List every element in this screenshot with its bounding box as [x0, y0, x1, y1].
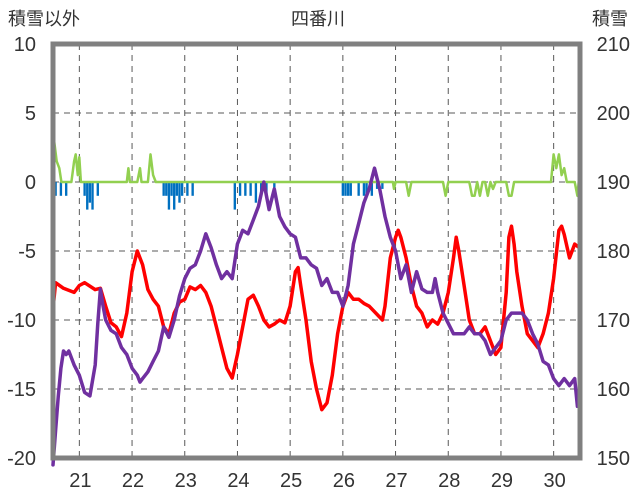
y-right-tick-label: 190: [597, 172, 630, 194]
bar: [96, 182, 99, 196]
bar: [370, 182, 374, 196]
x-tick-label: 26: [333, 470, 355, 492]
y-right-tick-label: 180: [597, 241, 630, 263]
bar: [83, 182, 86, 196]
x-tick-label: 22: [122, 470, 144, 492]
left-axis-label: 積雪以外: [8, 9, 80, 30]
bar: [91, 182, 94, 210]
x-tick-label: 23: [175, 470, 197, 492]
bar: [346, 182, 350, 196]
bar: [349, 182, 352, 196]
bar: [54, 182, 57, 196]
series-line: [51, 139, 582, 198]
bar: [178, 182, 181, 203]
bar: [88, 182, 92, 203]
y-right-tick-label: 210: [597, 34, 630, 56]
x-tick-label: 27: [385, 470, 407, 492]
bar: [381, 182, 384, 189]
x-tick-label: 28: [438, 470, 460, 492]
y-left-tick-label: 5: [25, 103, 36, 125]
y-right-tick-label: 170: [597, 310, 630, 332]
bar: [357, 182, 360, 196]
chart-title: 四番川: [291, 9, 345, 30]
bar: [244, 182, 247, 196]
bar: [254, 182, 258, 203]
bar: [186, 182, 189, 196]
bar: [191, 182, 194, 196]
bar: [344, 182, 347, 196]
y-left-tick-label: -5: [18, 241, 36, 263]
bar: [365, 182, 368, 196]
bar: [238, 182, 242, 196]
series-line: [51, 166, 582, 467]
y-right-tick-label: 150: [597, 448, 630, 470]
x-tick-label: 21: [69, 470, 91, 492]
y-left-tick-label: 0: [25, 172, 36, 194]
x-tick-label: 30: [544, 470, 566, 492]
bar: [233, 182, 237, 210]
plot-frame: [50, 41, 583, 461]
y-left-tick-label: -10: [7, 310, 36, 332]
y-right-tick-label: 160: [597, 379, 630, 401]
bar: [362, 182, 366, 196]
bar: [167, 182, 171, 210]
y-right-tick-label: 200: [597, 103, 630, 125]
bar: [64, 182, 68, 196]
bar: [170, 182, 173, 196]
series-lines: [51, 139, 582, 467]
bar: [86, 182, 89, 210]
bar: [175, 182, 179, 196]
y-left-tick-label: -20: [7, 448, 36, 470]
bar: [165, 182, 168, 196]
series-line: [51, 224, 582, 412]
y-left-tick-label: 10: [14, 34, 36, 56]
grid: [53, 44, 580, 458]
right-axis-label: 積雪: [592, 9, 628, 30]
bar: [249, 182, 252, 196]
tick-labels: 10 5 0 -5 -10 -15 -20 210 200 190 180 170 160 150 21 22…: [7, 34, 630, 492]
bar: [59, 182, 63, 196]
bar: [180, 182, 184, 196]
bar: [162, 182, 165, 196]
x-tick-label: 24: [227, 470, 249, 492]
bar: [341, 182, 345, 196]
x-tick-label: 25: [280, 470, 302, 492]
x-tick-label: 29: [491, 470, 513, 492]
bar: [173, 182, 176, 210]
y-left-tick-label: -15: [7, 379, 36, 401]
